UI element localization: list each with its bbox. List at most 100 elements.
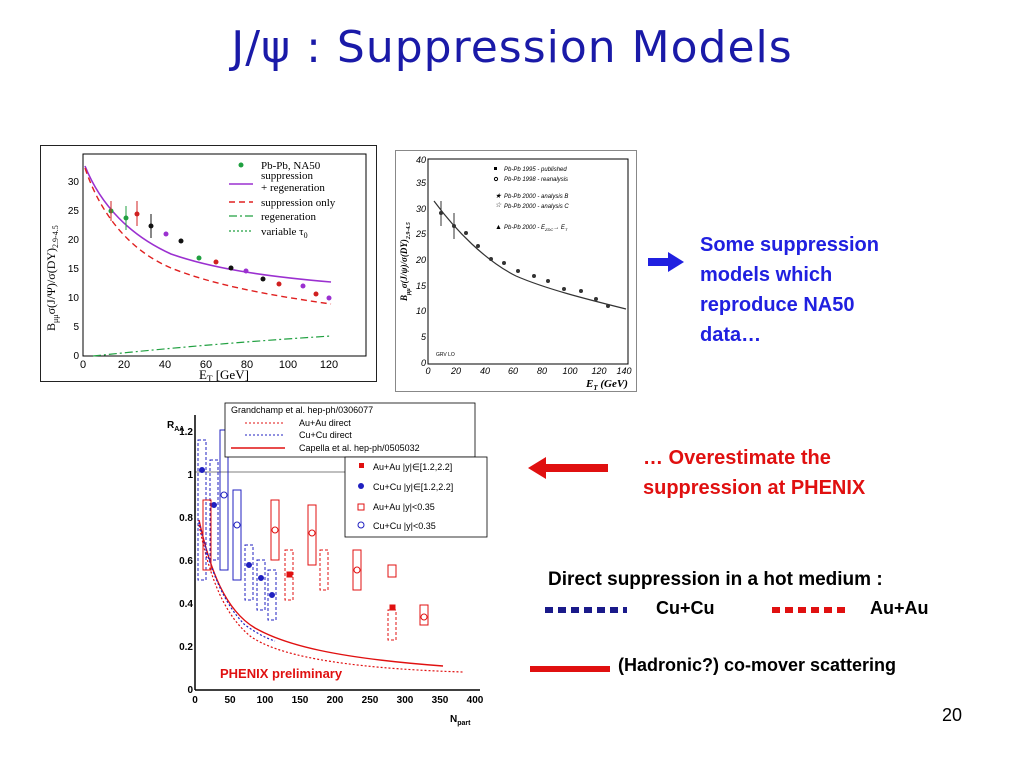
legend-suppression: suppression xyxy=(261,170,313,182)
svg-text:20: 20 xyxy=(415,255,426,265)
y-axis-label: Bμμσ(J/Ψ)/σ(DY)2.9-4.5 xyxy=(44,225,60,331)
na50-model-plot: 0 5 10 15 20 25 30 35 0 20 40 60 80 100 … xyxy=(40,145,377,384)
red-arrow-icon xyxy=(528,457,608,479)
x-axis-label: ET (GeV) xyxy=(585,378,628,391)
svg-text:0.8: 0.8 xyxy=(179,513,193,524)
svg-text:★: ★ xyxy=(495,192,502,200)
svg-text:40: 40 xyxy=(416,155,426,165)
cucu-direct-curve xyxy=(198,521,276,642)
suppression-regeneration-curve xyxy=(84,165,332,283)
legend-suppression-only: suppression only xyxy=(261,197,336,209)
svg-text:35: 35 xyxy=(416,178,427,188)
legend-regeneration-plus: + regeneration xyxy=(261,182,325,194)
na50-data-points xyxy=(108,201,332,301)
x-tick: 60 xyxy=(200,359,212,371)
svg-text:Pb-Pb 1995 - published: Pb-Pb 1995 - published xyxy=(504,167,567,173)
svg-text:0: 0 xyxy=(187,685,193,696)
svg-text:120: 120 xyxy=(591,366,606,376)
x-tick: 80 xyxy=(241,359,253,371)
x-tick: 0 xyxy=(80,359,86,371)
svg-text:250: 250 xyxy=(362,695,379,706)
svg-text:100: 100 xyxy=(257,695,274,706)
svg-text:▲: ▲ xyxy=(495,224,502,231)
na50-note: Some suppression models which reproduce … xyxy=(700,234,879,346)
suppression-only-curve xyxy=(84,167,332,305)
svg-text:Cu+Cu |y|∈[1.2,2.2]: Cu+Cu |y|∈[1.2,2.2] xyxy=(373,482,453,492)
svg-text:50: 50 xyxy=(224,695,236,706)
page-number: 20 xyxy=(941,705,962,725)
regeneration-curve xyxy=(92,335,332,357)
phenix-raa-plot: 0 0.2 0.4 0.6 0.8 1 1.2 0 50 100 150 200… xyxy=(165,400,495,728)
cucu-dashed-line xyxy=(545,607,627,613)
y-tick: 5 xyxy=(73,322,79,333)
svg-text:15: 15 xyxy=(416,281,427,291)
auau-data-points xyxy=(202,499,429,641)
svg-text:300: 300 xyxy=(397,695,414,706)
svg-text:0: 0 xyxy=(425,366,430,376)
x-tick: 120 xyxy=(320,359,338,371)
phenix-watermark: PHENIX preliminary xyxy=(220,666,343,681)
cucu-data-points xyxy=(197,429,277,621)
svg-text:0.6: 0.6 xyxy=(179,556,193,567)
blue-arrow-icon xyxy=(648,252,684,272)
x-axis-label: ET [GeV] xyxy=(199,367,249,381)
y-axis-label: Bμμσ(J/ψ)/σ(DY)2.9-4.5 xyxy=(399,222,412,302)
svg-text:140: 140 xyxy=(616,366,631,376)
comover-solid-line xyxy=(530,666,610,672)
y-axis-label: RAA xyxy=(167,420,184,433)
y-tick: 15 xyxy=(68,264,80,275)
x-tick: 40 xyxy=(159,359,171,371)
legend-auau-direct: Au+Au direct xyxy=(299,418,351,428)
svg-text:Cu+Cu |y|<0.35: Cu+Cu |y|<0.35 xyxy=(373,521,436,531)
legend-capella: Capella et al. hep-ph/0505032 xyxy=(299,443,420,453)
svg-text:100: 100 xyxy=(562,366,577,376)
svg-text:20: 20 xyxy=(450,366,461,376)
svg-text:0.4: 0.4 xyxy=(179,599,193,610)
svg-text:30: 30 xyxy=(416,204,426,214)
svg-text:1: 1 xyxy=(187,470,193,481)
y-tick: 30 xyxy=(68,177,80,188)
y-tick: 20 xyxy=(68,235,80,246)
legend-variable-tau: variable τ0 xyxy=(261,226,308,240)
legend-regeneration: regeneration xyxy=(261,211,316,223)
svg-text:0: 0 xyxy=(192,695,198,706)
svg-text:10: 10 xyxy=(416,306,426,316)
svg-text:80: 80 xyxy=(537,366,547,376)
y-tick: 25 xyxy=(68,206,80,217)
svg-text:1.2: 1.2 xyxy=(179,427,193,438)
svg-text:350: 350 xyxy=(432,695,449,706)
auau-dashed-line xyxy=(772,607,850,613)
na50-data-plot: 0 5 10 15 20 25 30 35 40 0 20 40 60 80 1… xyxy=(395,150,637,392)
svg-text:0: 0 xyxy=(421,358,426,368)
auau-label: Au+Au xyxy=(870,598,929,618)
auau-direct-curve xyxy=(198,524,464,673)
svg-text:150: 150 xyxy=(292,695,309,706)
model-curve xyxy=(433,200,627,310)
x-tick: 100 xyxy=(279,359,297,371)
svg-text:☆: ☆ xyxy=(495,201,502,209)
svg-text:GRV LO: GRV LO xyxy=(436,352,455,358)
svg-text:0.2: 0.2 xyxy=(179,642,193,653)
svg-text:Pb-Pb 2000 - EZDC→ ET: Pb-Pb 2000 - EZDC→ ET xyxy=(504,225,568,232)
svg-text:40: 40 xyxy=(480,366,490,376)
y-tick: 10 xyxy=(68,293,80,304)
svg-text:60: 60 xyxy=(508,366,518,376)
x-axis-label: Npart xyxy=(450,714,471,727)
cucu-label: Cu+Cu xyxy=(656,598,715,618)
comover-label: (Hadronic?) co-mover scattering xyxy=(618,655,897,675)
na50-points xyxy=(439,201,610,308)
legend-cucu-direct: Cu+Cu direct xyxy=(299,430,352,440)
svg-text:25: 25 xyxy=(415,229,427,239)
capella-curve xyxy=(198,519,444,667)
svg-text:200: 200 xyxy=(327,695,344,706)
svg-text:Pb-Pb 2000 - analysis C: Pb-Pb 2000 - analysis C xyxy=(504,204,569,210)
direct-suppression-note: Direct suppression in a hot medium : xyxy=(548,569,883,590)
svg-text:400: 400 xyxy=(467,695,484,706)
y-tick: 0 xyxy=(73,351,79,362)
svg-text:Au+Au |y|∈[1.2,2.2]: Au+Au |y|∈[1.2,2.2] xyxy=(373,462,452,472)
svg-text:Pb-Pb 2000 - analysis B: Pb-Pb 2000 - analysis B xyxy=(504,194,568,200)
legend-grandchamp: Grandchamp et al. hep-ph/0306077 xyxy=(231,405,373,415)
svg-text:Au+Au |y|<0.35: Au+Au |y|<0.35 xyxy=(373,502,435,512)
x-tick: 20 xyxy=(118,359,130,371)
svg-text:Pb-Pb 1998 - reanalysis: Pb-Pb 1998 - reanalysis xyxy=(504,177,568,183)
